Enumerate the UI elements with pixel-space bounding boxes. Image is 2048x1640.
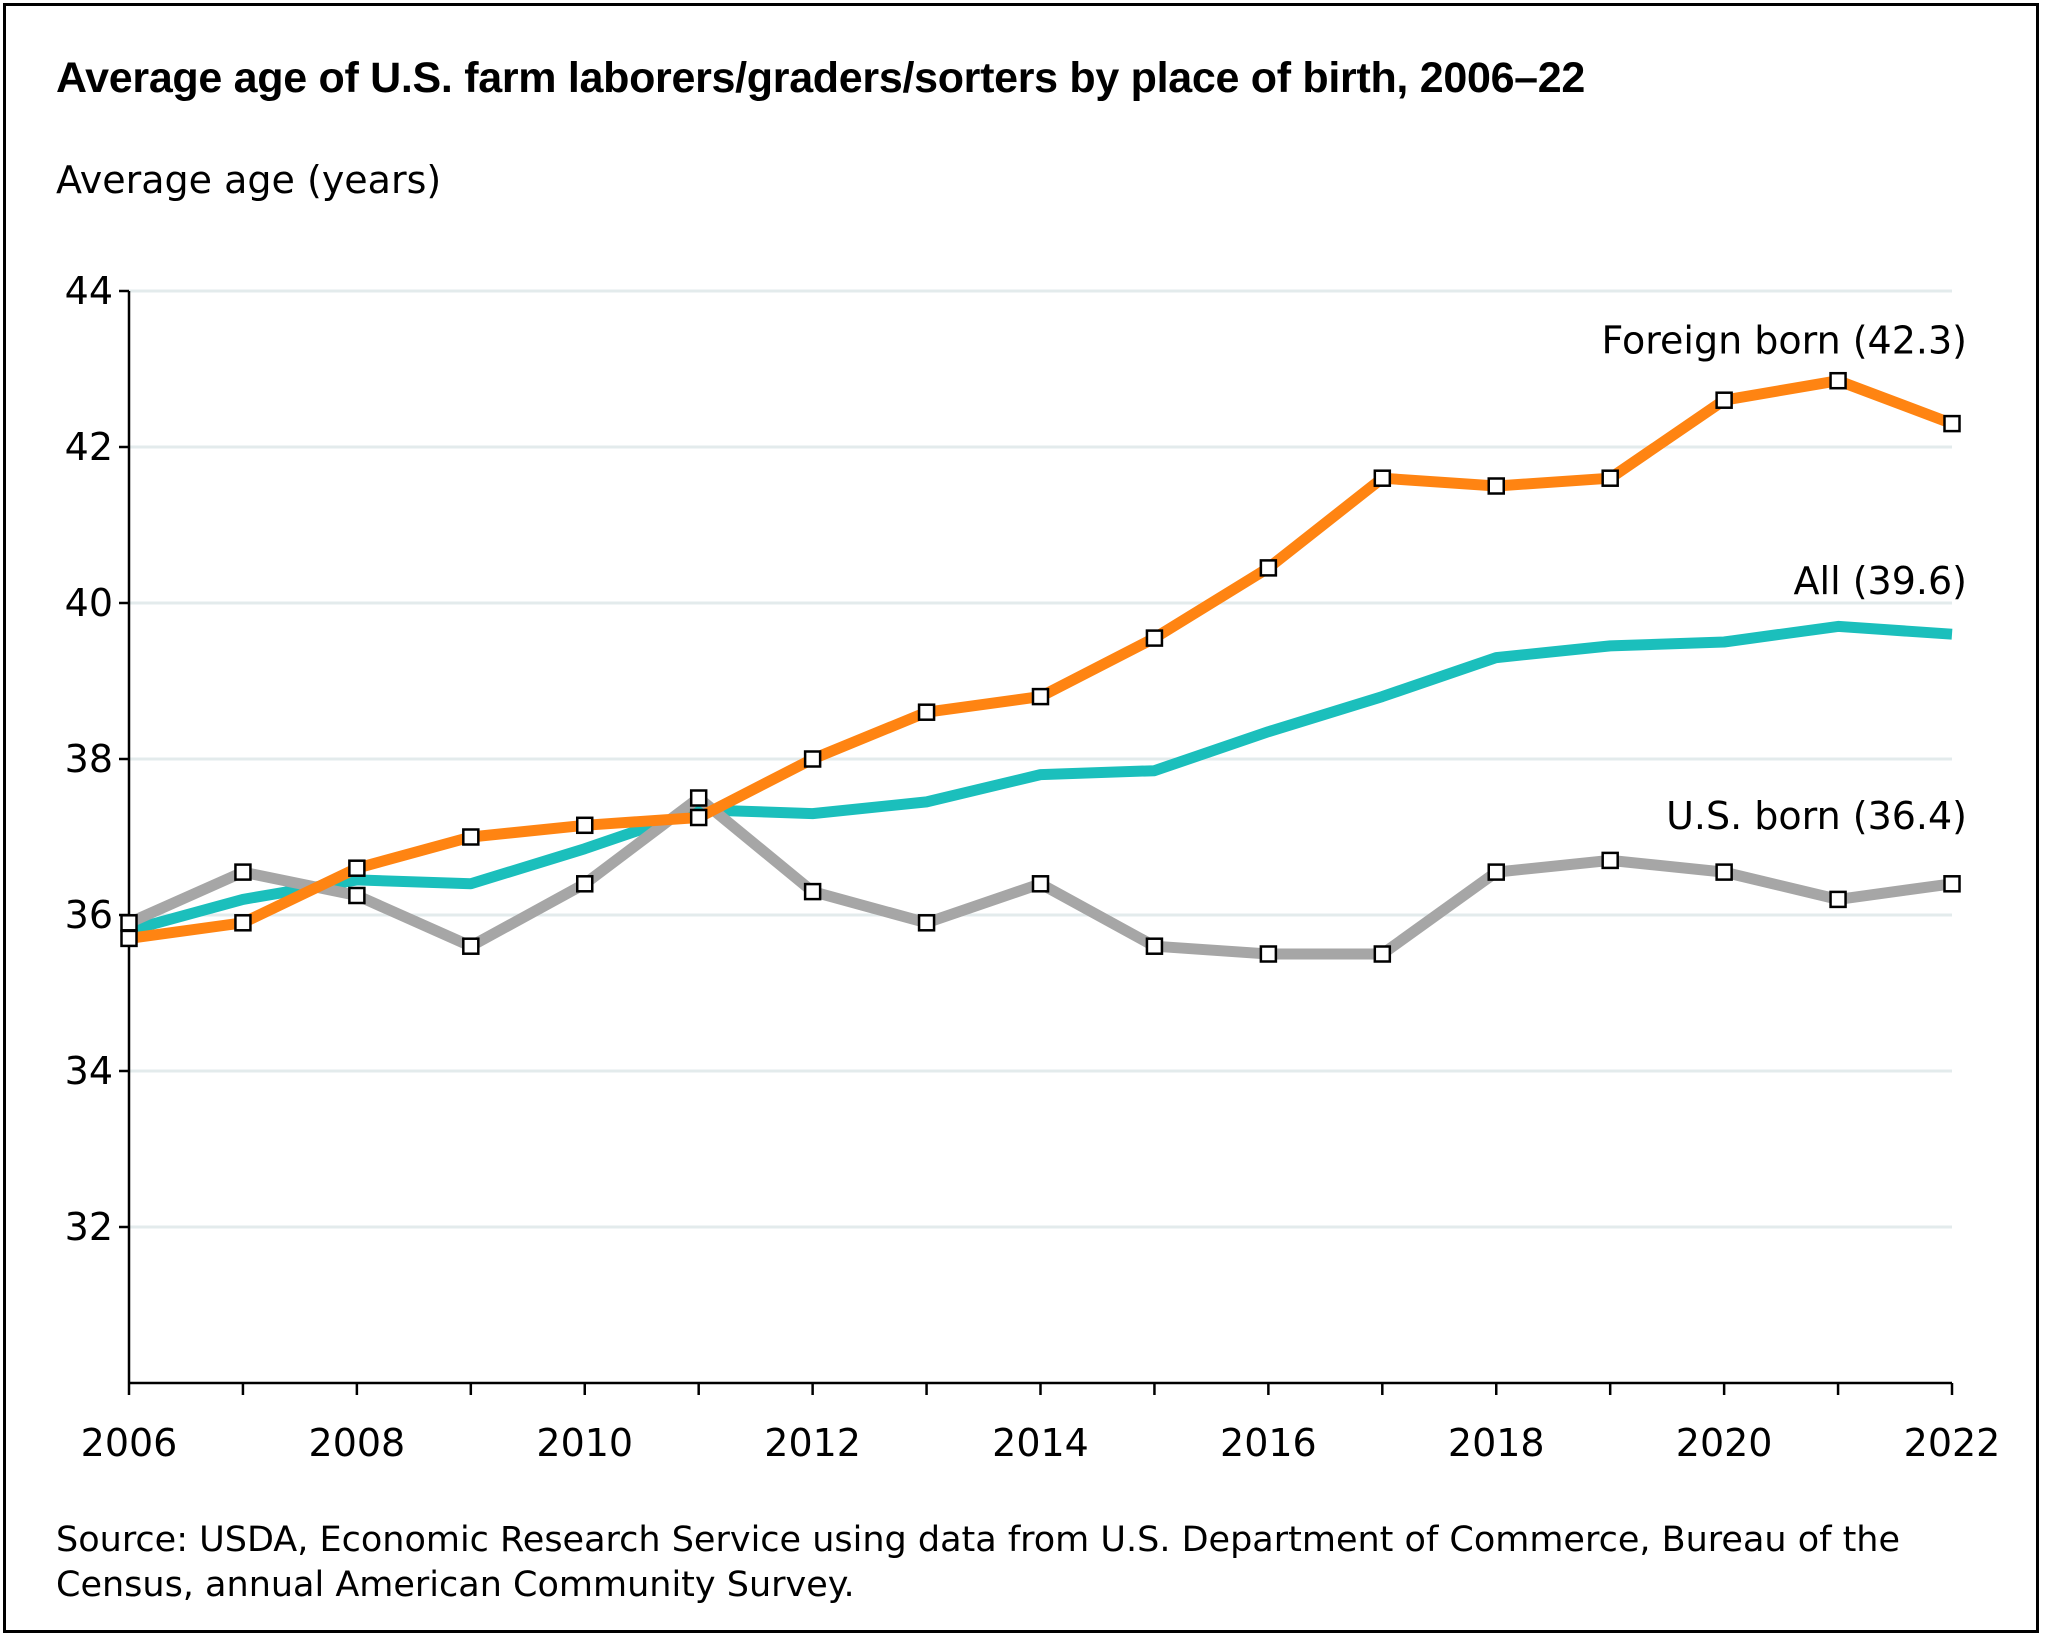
- data-point-u-s-born: [1715, 863, 1733, 881]
- y-tick-label: 40: [65, 581, 113, 625]
- chart-title: Average age of U.S. farm laborers/grader…: [56, 54, 1586, 102]
- data-point-u-s-born: [576, 875, 594, 893]
- data-point-u-s-born: [462, 937, 480, 955]
- data-point-u-s-born: [120, 914, 138, 932]
- series-label: Foreign born (42.3): [1601, 319, 1967, 363]
- data-point-u-s-born: [1943, 875, 1961, 893]
- data-point-foreign-born: [1487, 477, 1505, 495]
- data-point-u-s-born: [689, 789, 708, 807]
- data-point-foreign-born: [917, 703, 936, 721]
- y-tick-label: 32: [65, 1205, 113, 1249]
- x-tick-label: 2014: [992, 1421, 1089, 1465]
- y-tick-label: 44: [65, 269, 113, 313]
- data-point-foreign-born: [803, 750, 822, 768]
- data-point-u-s-born: [234, 863, 252, 881]
- source-note: Source: USDA, Economic Research Service …: [56, 1520, 1901, 1605]
- data-point-foreign-born: [1829, 371, 1847, 390]
- data-point-u-s-born: [1487, 863, 1505, 881]
- x-tick-label: 2006: [81, 1421, 178, 1465]
- data-point-foreign-born: [1373, 469, 1392, 487]
- series-label: U.S. born (36.4): [1666, 794, 1967, 838]
- series-line-all: [127, 620, 1953, 936]
- data-point-u-s-born: [348, 886, 366, 905]
- chart-frame: Average age of U.S. farm laborers/grader…: [3, 3, 2039, 1633]
- data-point-u-s-born: [1601, 851, 1619, 870]
- y-tick-label: 34: [65, 1049, 113, 1093]
- x-tick-label: 2012: [764, 1421, 861, 1465]
- y-tick-label: 36: [65, 893, 113, 937]
- data-point-u-s-born: [1145, 937, 1164, 955]
- data-point-foreign-born: [234, 914, 252, 932]
- series-group: [120, 371, 1961, 963]
- x-tick-label: 2016: [1220, 1421, 1317, 1465]
- data-point-foreign-born: [689, 808, 708, 827]
- data-point-foreign-born: [1715, 391, 1733, 409]
- data-point-foreign-born: [120, 929, 138, 948]
- x-tick-label: 2018: [1448, 1421, 1545, 1465]
- data-point-foreign-born: [1259, 559, 1278, 577]
- x-tick-label: 2022: [1904, 1421, 2001, 1465]
- data-point-u-s-born: [1259, 945, 1278, 963]
- data-point-u-s-born: [917, 914, 936, 932]
- y-tick-label: 42: [65, 425, 113, 469]
- x-tick-label: 2020: [1676, 1421, 1773, 1465]
- x-tick-label: 2010: [536, 1421, 633, 1465]
- data-point-foreign-born: [1943, 414, 1961, 433]
- series-line-foreign-born: [128, 375, 1954, 944]
- data-point-foreign-born: [348, 859, 366, 877]
- data-point-u-s-born: [803, 882, 822, 901]
- series-label: All (39.6): [1794, 559, 1967, 603]
- series-labels: Foreign born (42.3) All (39.6) U.S. born (…: [1601, 319, 1967, 838]
- data-point-u-s-born: [1829, 890, 1847, 909]
- data-point-u-s-born: [1373, 945, 1392, 963]
- y-tick-label: 38: [65, 737, 113, 781]
- data-point-foreign-born: [1031, 687, 1050, 706]
- x-axis-ticks: 2006 2008 2010 2012 2014 2016 2018 2020 2022: [81, 1383, 2001, 1465]
- data-point-foreign-born: [1601, 469, 1619, 487]
- data-point-foreign-born: [1145, 629, 1164, 647]
- data-point-foreign-born: [462, 828, 480, 846]
- y-axis-label: Average age (years): [56, 158, 442, 202]
- y-axis-ticks: 32 34 36 38 40 42 44: [65, 269, 129, 1249]
- data-point-u-s-born: [1031, 875, 1050, 893]
- x-tick-label: 2008: [309, 1421, 406, 1465]
- data-point-foreign-born: [576, 816, 594, 835]
